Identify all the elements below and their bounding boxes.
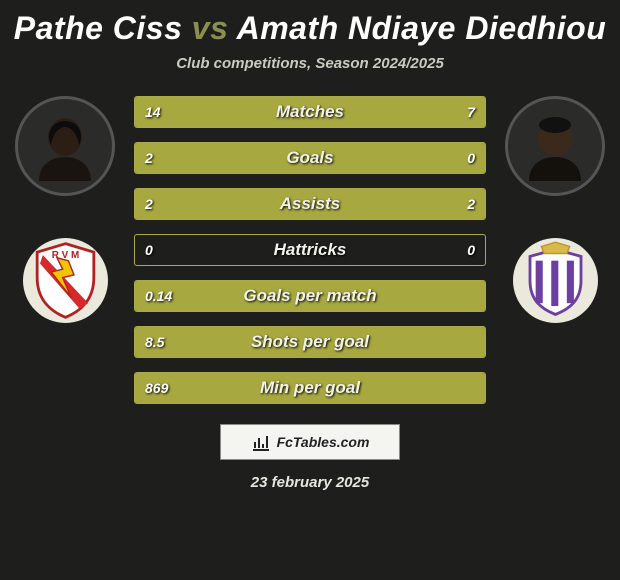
stat-row-shots-per-goal: 8.5Shots per goal — [134, 326, 486, 358]
stat-label: Goals per match — [135, 281, 485, 311]
stat-label: Assists — [135, 189, 485, 219]
stat-row-goals: 2Goals0 — [134, 142, 486, 174]
player2-club-badge — [513, 238, 598, 323]
right-value: 2 — [467, 189, 475, 219]
stat-label: Min per goal — [135, 373, 485, 403]
comparison-stage: R V M 14Matches72Goals02Assists20Hattric… — [0, 96, 620, 404]
player1-name: Pathe Ciss — [14, 10, 183, 46]
stat-bars: 14Matches72Goals02Assists20Hattricks00.1… — [134, 96, 486, 404]
stat-row-min-per-goal: 869Min per goal — [134, 372, 486, 404]
date-text: 23 february 2025 — [0, 474, 620, 491]
stat-row-goals-per-match: 0.14Goals per match — [134, 280, 486, 312]
valladolid-badge-icon — [513, 238, 598, 323]
watermark-badge: FcTables.com — [220, 424, 400, 460]
stat-row-assists: 2Assists2 — [134, 188, 486, 220]
stat-row-hattricks: 0Hattricks0 — [134, 234, 486, 266]
right-column — [500, 96, 610, 323]
stat-label: Matches — [135, 97, 485, 127]
rayo-badge-icon: R V M — [23, 238, 108, 323]
player1-silhouette-icon — [30, 111, 100, 181]
player2-avatar — [505, 96, 605, 196]
stat-label: Goals — [135, 143, 485, 173]
subtitle: Club competitions, Season 2024/2025 — [0, 55, 620, 72]
right-value: 0 — [467, 143, 475, 173]
right-value: 7 — [467, 97, 475, 127]
stat-label: Hattricks — [135, 235, 485, 265]
watermark-text: FcTables.com — [277, 434, 370, 450]
chart-icon — [251, 432, 271, 452]
comparison-title: Pathe Ciss vs Amath Ndiaye Diedhiou — [0, 0, 620, 47]
stat-label: Shots per goal — [135, 327, 485, 357]
player1-avatar — [15, 96, 115, 196]
player1-club-badge: R V M — [23, 238, 108, 323]
player2-silhouette-icon — [520, 111, 590, 181]
svg-text:R V M: R V M — [51, 250, 79, 261]
stat-row-matches: 14Matches7 — [134, 96, 486, 128]
left-column: R V M — [10, 96, 120, 323]
right-value: 0 — [467, 235, 475, 265]
player2-name: Amath Ndiaye Diedhiou — [237, 10, 607, 46]
vs-text: vs — [192, 10, 229, 46]
